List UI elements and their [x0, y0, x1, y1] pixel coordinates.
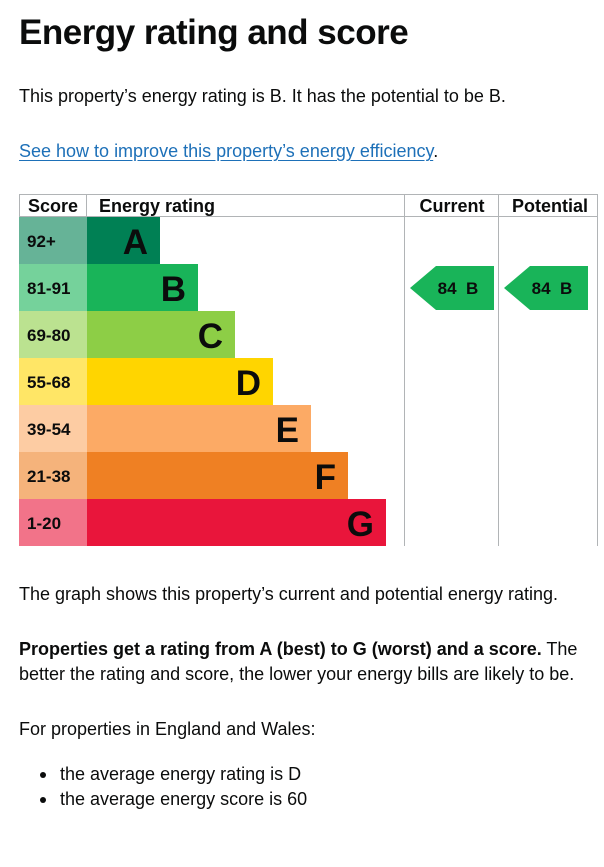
rating-letter-b: B	[161, 270, 186, 309]
rating-bar-d	[87, 358, 273, 405]
score-cell-f	[19, 452, 87, 499]
rating-summary: This property’s energy rating is B. It h…	[19, 86, 506, 106]
score-cell-d	[19, 358, 87, 405]
graph-caption: The graph shows this property’s current …	[19, 584, 558, 604]
score-label-a: 92+	[27, 232, 56, 251]
rating-letter-e: E	[276, 411, 299, 450]
energy-rating-chart: Score Energy rating Current Potential 92+ A 81…	[19, 194, 598, 546]
rating-letter-g: G	[347, 505, 374, 544]
england-wales-label: For properties in England and Wales:	[19, 719, 316, 739]
rating-letter-d: D	[236, 364, 261, 403]
rating-explanation-bold: Properties get a rating from A (best) to…	[19, 639, 542, 659]
rating-letter-a: A	[123, 223, 148, 262]
potential-rating-arrow	[504, 266, 588, 310]
score-label-f: 21-38	[27, 467, 70, 486]
score-cell-b	[19, 264, 87, 311]
rating-bar-e	[87, 405, 311, 452]
rating-bar-g	[87, 499, 386, 546]
rating-bar-f	[87, 452, 348, 499]
improve-line: See how to improve this property’s energ…	[19, 139, 438, 164]
link-suffix: .	[433, 141, 439, 161]
averages-list: the average energy rating is D the avera…	[19, 762, 307, 812]
score-cell-e	[19, 405, 87, 452]
energy-rating-column-header: Energy rating	[99, 196, 215, 216]
current-column-header: Current	[419, 196, 484, 216]
rating-bar-a	[87, 217, 160, 264]
rating-explanation-rest: The better the rating and score, the low…	[19, 639, 578, 684]
potential-column-header: Potential	[512, 196, 588, 216]
score-column-header: Score	[28, 196, 78, 216]
score-label-d: 55-68	[27, 373, 70, 392]
improve-efficiency-link[interactable]: See how to improve this property’s energ…	[19, 141, 434, 161]
average-rating-item: the average energy rating is D	[19, 762, 307, 787]
score-label-b: 81-91	[27, 279, 70, 298]
rating-letter-f: F	[315, 458, 336, 497]
page-title: Energy rating and score	[19, 13, 409, 52]
average-score-item: the average energy score is 60	[19, 787, 307, 812]
score-label-c: 69-80	[27, 326, 70, 345]
score-cell-g	[19, 499, 87, 546]
potential-rating-arrow-label: 84 B	[532, 279, 573, 298]
rating-explanation: Properties get a rating from A (best) to…	[19, 637, 594, 687]
score-label-g: 1-20	[27, 514, 61, 533]
rating-bar-c	[87, 311, 235, 358]
rating-letter-c: C	[198, 317, 223, 356]
current-rating-arrow-label: 84 B	[438, 279, 479, 298]
score-cell-a	[19, 217, 87, 264]
current-rating-arrow	[410, 266, 494, 310]
rating-bar-b	[87, 264, 198, 311]
score-cell-c	[19, 311, 87, 358]
score-label-e: 39-54	[27, 420, 71, 439]
